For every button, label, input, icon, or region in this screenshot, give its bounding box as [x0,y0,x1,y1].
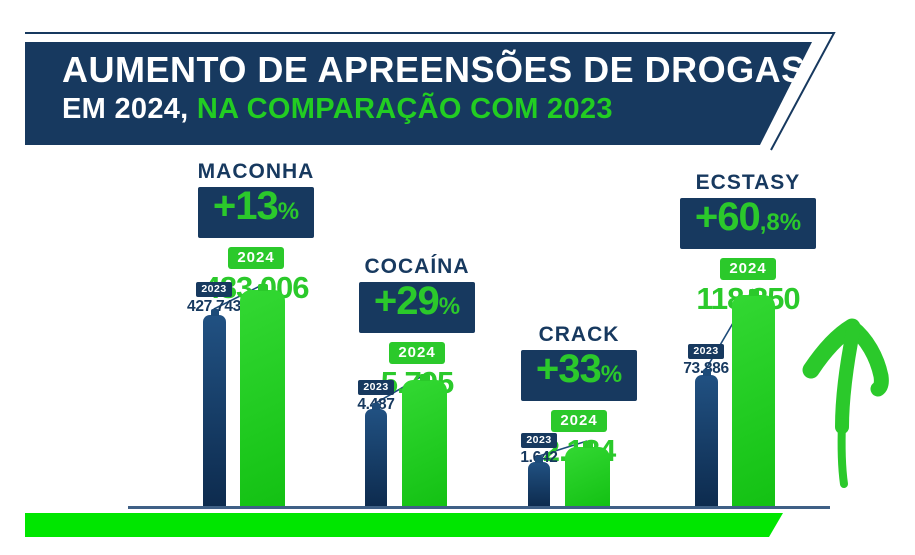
drug-name-maconha: MACONHA [197,160,315,183]
drug-name-crack: CRACK [538,323,620,346]
year-2024-badge: 2024 [389,342,445,364]
header-line2-green: NA COMPARAÇÃO COM 2023 [188,93,613,125]
group-crack: CRACK +33% 2024 2.184 [479,323,679,469]
year-2024-badge: 2024 [228,247,284,269]
banner-outline-stripe [25,32,836,151]
pct-value: +33 [535,347,602,391]
pct-unit: % [438,293,461,320]
year-2024-badge: 2024 [551,410,607,432]
pct-increase-badge-crack: +33% [520,347,638,401]
pct-increase-badge-cocaina: +29% [358,279,476,333]
year-2024-badge: 2024 [720,258,776,280]
up-arrow-icon [802,318,889,488]
pct-unit: % [600,361,623,388]
header-banner-shape [25,32,836,151]
header-title-line2: EM 2024, NA COMPARAÇÃO COM 2023 [62,93,613,126]
header-title-line1: AUMENTO DE APREENSÕES DE DROGAS [62,49,806,90]
bar-2024-maconha [240,290,285,507]
year-2023-badge: 2023 [521,433,557,448]
pct-value: +29 [373,279,440,323]
bar-2024-crack [565,447,610,507]
bottom-green-strip [25,513,783,537]
bar-2023-maconha [203,315,226,507]
banner-navy-shape [25,42,812,145]
pct-value: +13 [212,184,279,228]
pct-value: +60 [694,195,761,239]
year-2023-badge: 2023 [196,282,232,297]
bar-2024-cocaina [402,380,447,507]
pct-unit: % [277,198,300,225]
group-maconha: MACONHA +13% 2024 483.006 [156,160,356,306]
pct-increase-badge-ecstasy: +60,8% [679,195,817,249]
bar-2023-cocaina [365,409,387,507]
label-2023-maconha: 2023 427.743 [164,279,264,316]
header-line2-white: EM 2024, [62,93,189,125]
pct-unit: ,8% [759,209,802,236]
group-ecstasy: ECSTASY +60,8% 2024 118.850 [648,171,848,317]
axis-baseline [128,506,830,509]
drug-name-ecstasy: ECSTASY [695,171,801,194]
year-2023-badge: 2023 [358,380,394,395]
bar-2024-ecstasy [732,295,775,507]
bar-2023-ecstasy [695,375,718,507]
drug-name-cocaina: COCAÍNA [364,255,470,278]
year-2023-badge: 2023 [688,344,724,359]
value-2023-maconha: 427.743 [187,298,241,315]
pct-increase-badge-maconha: +13% [197,184,315,238]
bar-2023-crack [528,462,550,507]
